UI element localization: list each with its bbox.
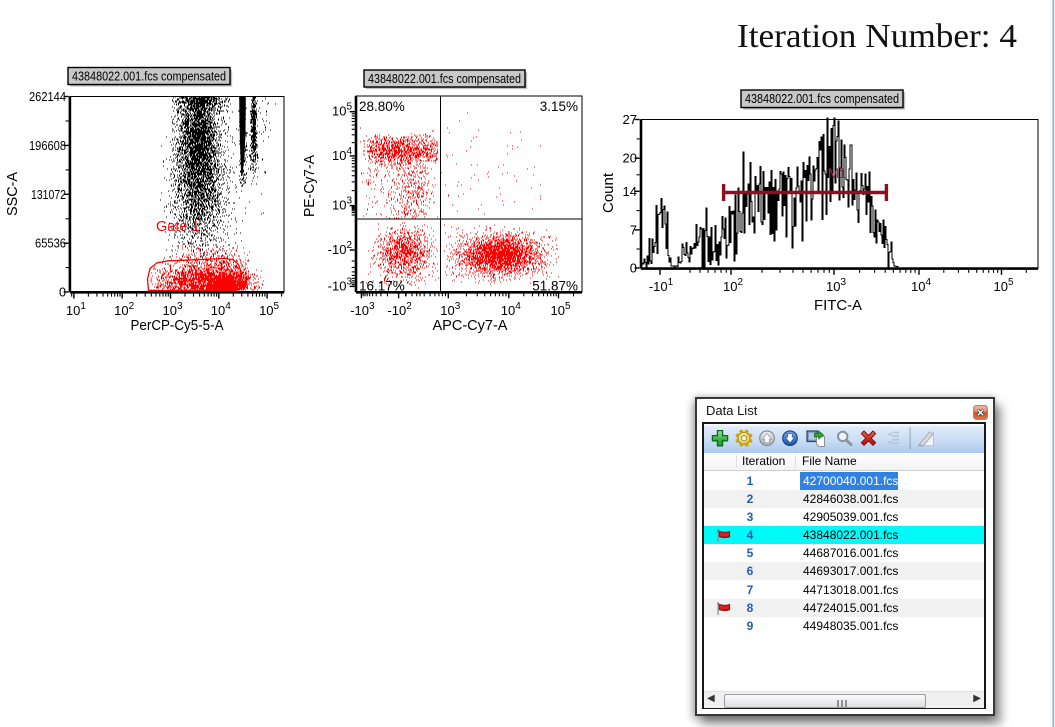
svg-text:PerCP-Cy5-5-A: PerCP-Cy5-5-A: [131, 318, 224, 334]
svg-text:-103: -103: [350, 301, 375, 318]
svg-text:16.17%: 16.17%: [359, 279, 405, 294]
svg-text:7: 7: [630, 222, 637, 237]
svg-text:65536: 65536: [35, 236, 66, 251]
svg-text:APC-Cy7-A: APC-Cy7-A: [433, 318, 508, 334]
svg-text:-101: -101: [649, 277, 674, 294]
svg-text:PE-Cy7-A: PE-Cy7-A: [302, 155, 318, 217]
svg-text:-102: -102: [387, 301, 412, 318]
svg-text:FITC-A: FITC-A: [814, 298, 862, 314]
svg-text:43848022.001.fcs compensated: 43848022.001.fcs compensated: [745, 91, 899, 106]
svg-text:262144: 262144: [29, 89, 66, 104]
svg-text:20: 20: [623, 151, 637, 166]
svg-text:0: 0: [59, 285, 66, 300]
svg-text:51.87%: 51.87%: [532, 279, 578, 294]
svg-text:27: 27: [623, 112, 637, 127]
svg-text:Gate 1: Gate 1: [156, 219, 200, 235]
svg-text:43848022.001.fcs compensated: 43848022.001.fcs compensated: [72, 69, 226, 84]
svg-text:131072: 131072: [31, 187, 66, 202]
svg-text:14: 14: [623, 184, 637, 199]
svg-text:43848022.001.fcs compensated: 43848022.001.fcs compensated: [368, 71, 521, 86]
svg-text:Iteration Number: 4: Iteration Number: 4: [737, 18, 1017, 55]
svg-text:3.15%: 3.15%: [540, 99, 578, 114]
svg-text:0: 0: [630, 261, 637, 276]
svg-text:-102: -102: [328, 240, 353, 257]
svg-text:-103: -103: [328, 276, 353, 293]
svg-text:28.80%: 28.80%: [359, 99, 405, 114]
svg-text:SSC-A: SSC-A: [5, 172, 21, 216]
svg-text:196608: 196608: [29, 138, 66, 153]
svg-text:M1: M1: [828, 166, 847, 181]
svg-text:Count: Count: [601, 173, 617, 213]
